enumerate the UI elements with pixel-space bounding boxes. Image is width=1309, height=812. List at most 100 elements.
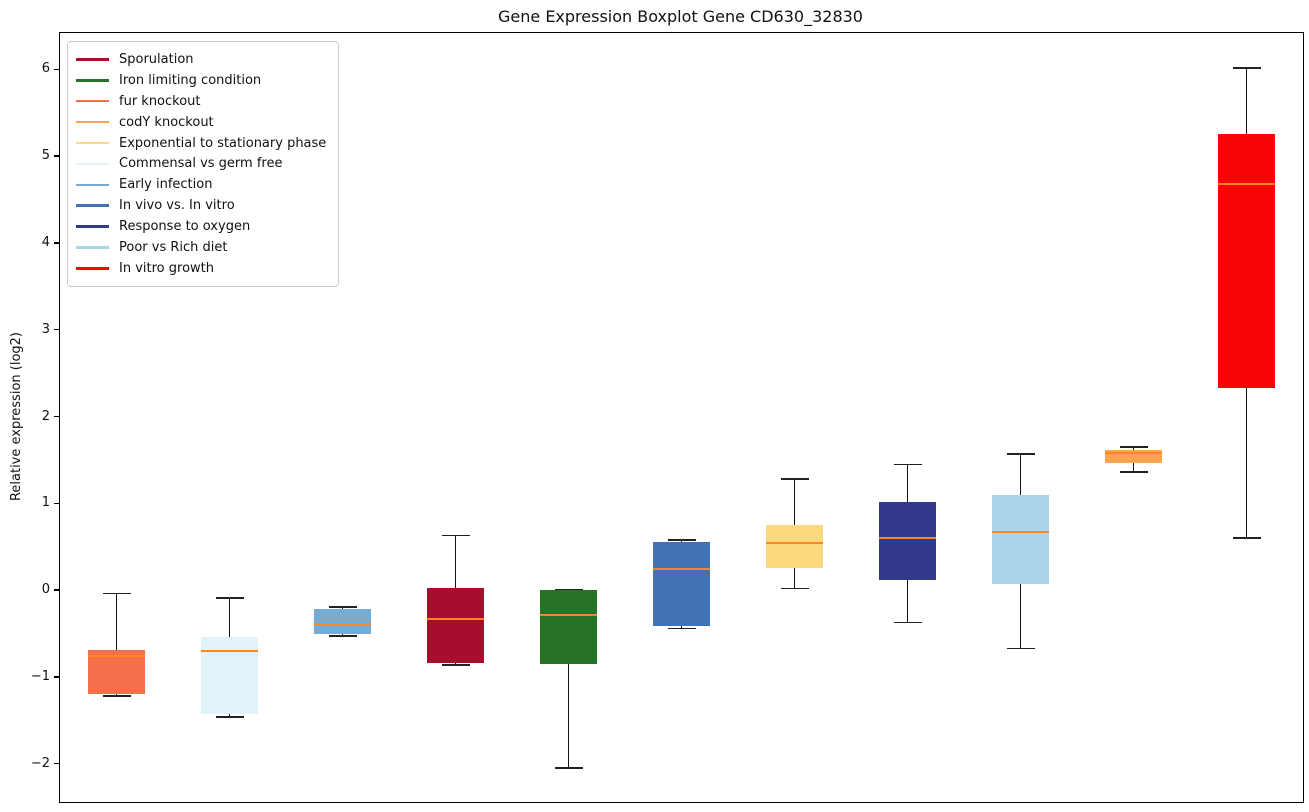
legend-label: Response to oxygen [119, 219, 251, 235]
whisker-cap-top [215, 597, 244, 599]
whisker-cap-bottom [780, 587, 809, 590]
whisker-cap-top [893, 463, 922, 466]
box-iron-limiting-condition [540, 590, 597, 664]
legend-swatch [76, 204, 109, 207]
y-tick-label: 4 [41, 234, 50, 250]
legend-item-cody-knockout: codY knockout [76, 112, 326, 133]
legend-label: Exponential to stationary phase [119, 135, 327, 151]
legend-item-early-infection: Early infection [76, 174, 326, 195]
box-poor-vs-rich-diet [992, 494, 1049, 585]
legend-label: Poor vs Rich diet [119, 239, 228, 255]
legend-swatch [76, 183, 109, 186]
whisker-cap-bottom [1119, 471, 1148, 473]
legend-swatch [76, 267, 109, 270]
y-tick-mark [54, 676, 59, 678]
y-tick-label: −2 [30, 755, 50, 771]
median-line [1105, 452, 1162, 455]
y-tick-mark [54, 155, 59, 157]
legend-item-commensal-vs-germ-free: Commensal vs germ free [76, 153, 326, 174]
whisker-cap-top [1232, 66, 1261, 69]
median-line [88, 655, 145, 658]
legend-item-poor-vs-rich-diet: Poor vs Rich diet [76, 237, 326, 258]
legend-label: codY knockout [119, 114, 214, 130]
legend-label: In vitro growth [119, 260, 214, 276]
whisker-cap-bottom [102, 695, 131, 697]
whisker-cap-top [328, 605, 357, 608]
legend-item-exponential-to-stationary-phase: Exponential to stationary phase [76, 133, 326, 154]
median-line [992, 531, 1049, 534]
legend-item-in-vitro-growth: In vitro growth [76, 258, 326, 279]
whisker-cap-bottom [1232, 537, 1261, 539]
legend-label: Early infection [119, 177, 213, 193]
box-exponential-to-stationary-phase [766, 525, 823, 568]
legend-item-response-to-oxygen: Response to oxygen [76, 216, 326, 237]
median-line [427, 617, 484, 620]
box-in-vivo-vs-in-vitro [653, 542, 710, 626]
whisker-cap-top [667, 539, 696, 541]
legend: Sporulation Iron limiting condition fur kn… [67, 41, 340, 287]
y-tick-label: 0 [41, 582, 50, 598]
legend-item-sporulation: Sporulation [76, 49, 326, 70]
y-tick-label: 3 [41, 321, 50, 337]
whisker-cap-bottom [893, 621, 922, 624]
whisker-line [567, 589, 570, 769]
legend-swatch [76, 225, 109, 228]
box-fur-knockout [88, 650, 145, 695]
median-line [314, 623, 371, 626]
legend-label: Commensal vs germ free [119, 156, 283, 172]
y-tick-mark [54, 589, 59, 591]
legend-label: In vivo vs. In vitro [119, 198, 235, 214]
legend-item-fur-knockout: fur knockout [76, 91, 326, 112]
y-tick-mark [54, 762, 59, 765]
y-tick-mark [54, 242, 59, 244]
box-in-vitro-growth [1218, 133, 1275, 388]
whisker-cap-bottom [667, 627, 696, 630]
legend-label: fur knockout [119, 93, 201, 109]
whisker-cap-bottom [1006, 647, 1035, 650]
median-line [766, 542, 823, 545]
whisker-cap-bottom [554, 767, 583, 769]
y-tick-label: 5 [41, 148, 50, 164]
whisker-cap-top [1119, 446, 1148, 448]
y-tick-mark [54, 502, 59, 504]
box-commensal-vs-germ-free [201, 637, 258, 715]
legend-swatch [76, 162, 109, 166]
median-line [653, 568, 710, 571]
whisker-cap-bottom [328, 635, 357, 638]
whisker-cap-bottom [215, 716, 244, 718]
y-tick-label: 2 [41, 408, 50, 424]
y-tick-label: −1 [30, 668, 50, 684]
whisker-cap-top [1006, 453, 1035, 455]
whisker-cap-top [441, 534, 470, 537]
y-tick-label: 1 [41, 495, 50, 511]
median-line [201, 649, 258, 652]
y-tick-label: 6 [41, 61, 50, 77]
legend-item-iron-limiting-condition: Iron limiting condition [76, 70, 326, 91]
chart-title: Gene Expression Boxplot Gene CD630_32830 [498, 7, 863, 26]
plot-area: Sporulation Iron limiting condition fur kn… [59, 32, 1304, 803]
legend-swatch [76, 141, 109, 145]
median-line [879, 537, 936, 540]
legend-label: Sporulation [119, 51, 194, 67]
whisker-cap-bottom [441, 664, 470, 666]
whisker-cap-top [780, 478, 809, 480]
y-tick-mark [54, 415, 59, 418]
legend-swatch [76, 100, 109, 103]
y-tick-mark [54, 329, 59, 331]
legend-label: Iron limiting condition [119, 72, 262, 88]
whisker-cap-top [102, 592, 131, 595]
box-response-to-oxygen [879, 501, 936, 580]
legend-swatch [76, 58, 109, 61]
median-line [1218, 183, 1275, 186]
legend-swatch [76, 120, 109, 124]
median-line [540, 614, 597, 617]
box-sporulation [427, 588, 484, 664]
box-early-infection [314, 609, 371, 635]
y-tick-mark [54, 68, 59, 70]
legend-swatch [76, 246, 109, 249]
whisker-line [115, 593, 118, 697]
legend-swatch [76, 79, 109, 82]
legend-item-in-vivo-vs-in-vitro: In vivo vs. In vitro [76, 195, 326, 216]
whisker-cap-top [554, 588, 583, 591]
